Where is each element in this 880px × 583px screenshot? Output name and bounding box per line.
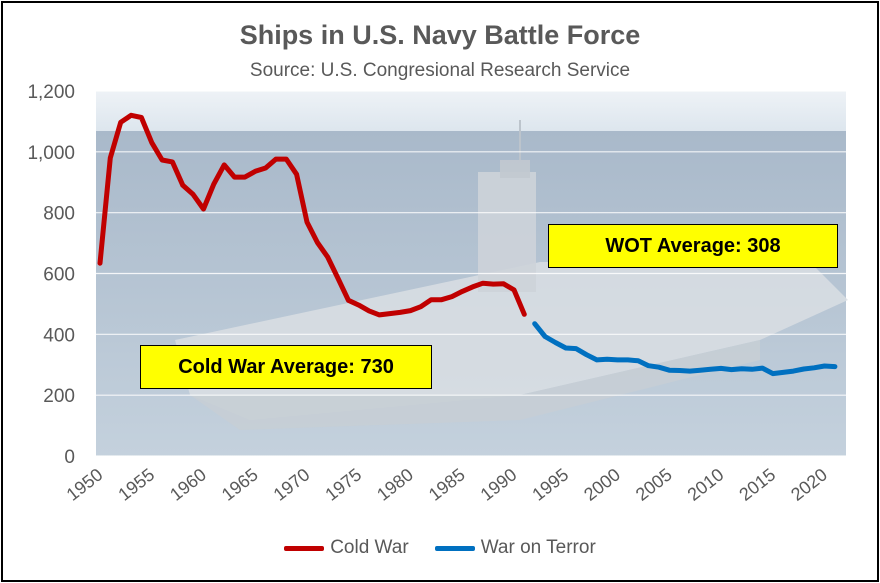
x-tick-label: 1970 <box>270 464 314 504</box>
chart-title: Ships in U.S. Navy Battle Force <box>239 20 641 50</box>
y-tick-label: 0 <box>64 447 75 468</box>
y-axis-ticks: 0 200 400 600 800 1,000 1,200 <box>27 82 75 468</box>
annotation-cold-war-average: Cold War Average: 730 <box>140 345 432 389</box>
x-tick-label: 1990 <box>477 464 521 504</box>
legend: Cold War War on Terror <box>0 537 880 559</box>
series-lines <box>97 112 838 377</box>
x-tick-label: 1965 <box>218 464 262 504</box>
gridlines <box>96 90 846 457</box>
legend-swatch-war-on-terror <box>434 545 475 551</box>
y-tick-label: 1,000 <box>27 143 75 164</box>
y-tick-label: 600 <box>43 265 75 286</box>
legend-item-cold-war: Cold War <box>284 537 409 559</box>
series-line-cold-war <box>97 112 527 318</box>
x-tick-label: 1980 <box>373 464 417 504</box>
x-tick-label: 1995 <box>528 464 572 504</box>
series-line-war-on-terror <box>532 321 838 377</box>
y-tick-label: 1,200 <box>27 82 75 103</box>
x-tick-label: 1955 <box>114 464 158 504</box>
x-tick-label: 1960 <box>166 464 210 504</box>
legend-item-war-on-terror: War on Terror <box>434 537 596 559</box>
x-tick-label: 2005 <box>632 464 676 504</box>
x-tick-label: 2010 <box>684 464 728 504</box>
y-tick-label: 800 <box>43 204 75 225</box>
chart-subtitle: Source: U.S. Congresional Research Servi… <box>249 60 631 81</box>
legend-label-cold-war: Cold War <box>330 537 409 558</box>
y-tick-label: 400 <box>43 325 75 346</box>
x-tick-label: 1975 <box>321 464 365 504</box>
x-tick-label: 2015 <box>735 464 779 504</box>
x-axis-ticks: 1950 1955 1960 1965 1970 1975 1980 1985 1990 1995… <box>63 464 831 504</box>
x-tick-label: 1950 <box>63 464 107 504</box>
legend-swatch-cold-war <box>284 545 325 551</box>
y-tick-label: 200 <box>43 386 75 407</box>
annotation-wot-average: WOT Average: 308 <box>548 224 838 268</box>
x-tick-label: 1985 <box>425 464 469 504</box>
x-tick-label: 2000 <box>580 464 624 504</box>
legend-label-war-on-terror: War on Terror <box>480 537 596 558</box>
x-tick-label: 2020 <box>787 464 831 504</box>
